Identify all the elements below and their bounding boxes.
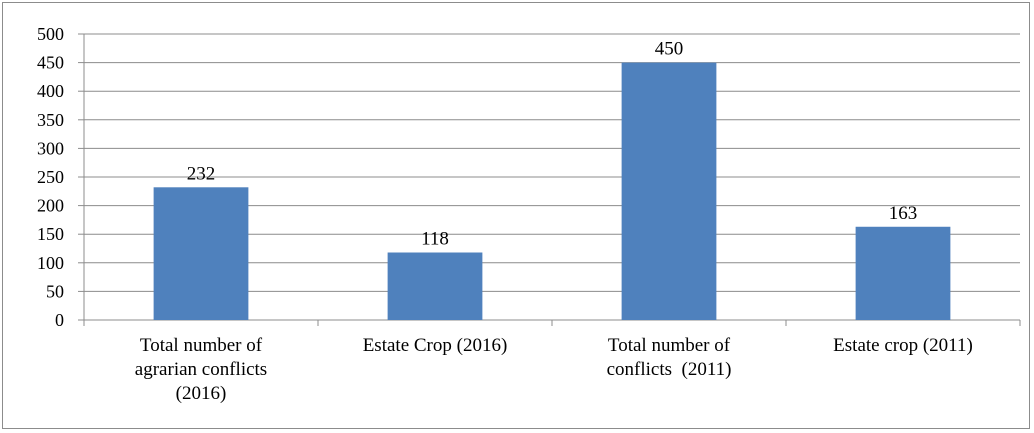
category-label: Estate Crop (2016) [363,335,508,356]
bar [387,252,483,320]
category-label-line: (2016) [176,383,227,404]
y-tick-label: 450 [37,53,64,73]
y-tick-label: 250 [37,167,64,187]
y-tick-label: 100 [37,253,64,273]
bars [153,62,951,320]
bar [621,62,717,320]
data-label: 163 [889,203,918,224]
data-label: 232 [187,163,216,184]
bar [855,226,951,320]
category-label-line: conflicts (2011) [607,359,732,380]
data-label: 118 [421,229,449,250]
category-label-line: agrarian conflicts [135,359,267,380]
y-tick-label: 200 [37,196,64,216]
y-tick-label: 300 [37,138,64,158]
y-tick-label: 500 [37,24,64,44]
category-label-line: Estate crop (2011) [833,335,973,356]
labels: 0 50 100 150 200 250 300 350 400 450 500 232 Total n… [37,24,973,404]
category-label-line: Total number of [608,335,731,356]
category-label: Total number of conflicts (2011) [607,335,732,380]
y-tick-label: 50 [46,281,64,301]
y-tick-label: 150 [37,224,64,244]
category-label: Estate crop (2011) [833,335,973,356]
data-label: 450 [655,39,684,60]
y-tick-label: 400 [37,81,64,101]
y-tick-label: 350 [37,110,64,130]
category-label-line: Estate Crop (2016) [363,335,508,356]
category-label-line: Total number of [140,335,263,356]
y-tick-label: 0 [55,310,64,330]
bar [153,187,249,320]
category-label: Total number of agrarian conflicts (2016) [135,335,267,404]
